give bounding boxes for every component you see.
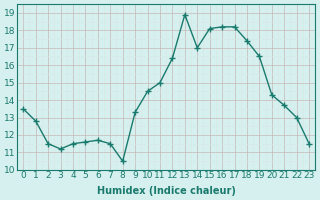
X-axis label: Humidex (Indice chaleur): Humidex (Indice chaleur) bbox=[97, 186, 236, 196]
